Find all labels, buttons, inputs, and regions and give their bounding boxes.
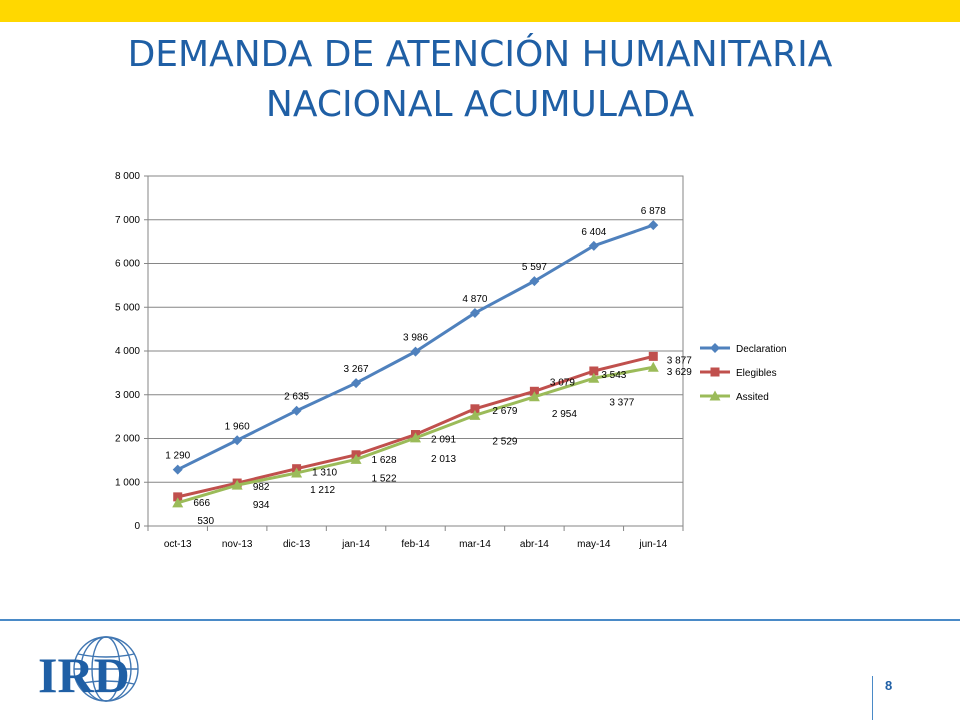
x-tick-label: jan-14 bbox=[341, 539, 370, 550]
chart-legend: Declaration Elegibles Assited bbox=[700, 343, 787, 403]
y-tick-label: 3 000 bbox=[115, 390, 140, 401]
data-label-assited: 934 bbox=[253, 500, 270, 511]
x-tick-label: dic-13 bbox=[283, 539, 311, 550]
top-accent-bar bbox=[0, 0, 960, 22]
data-label-assited: 3 629 bbox=[667, 367, 692, 378]
data-label-elegibles: 2 091 bbox=[431, 435, 456, 446]
data-point-assited bbox=[231, 479, 243, 490]
y-tick-label: 1 000 bbox=[115, 477, 140, 488]
data-label-declaration: 1 290 bbox=[165, 451, 190, 462]
data-label-elegibles: 982 bbox=[253, 482, 270, 493]
slide-title-line-1: DEMANDA DE ATENCIÓN HUMANITARIA bbox=[127, 34, 833, 75]
x-tick-label: feb-14 bbox=[401, 539, 430, 550]
ird-logo: IRD bbox=[38, 636, 139, 703]
chart-gridlines bbox=[147, 175, 684, 527]
data-point-assited bbox=[172, 497, 184, 508]
x-tick-label: mar-14 bbox=[459, 539, 491, 550]
data-label-declaration: 6 878 bbox=[641, 206, 666, 217]
page-number: 8 bbox=[885, 678, 893, 693]
data-point-elegibles bbox=[470, 404, 480, 414]
data-point-assited bbox=[291, 467, 303, 478]
logo-text: IRD bbox=[38, 647, 130, 703]
data-label-declaration: 6 404 bbox=[581, 227, 606, 238]
cumulative-demand-line-chart: 0 1 000 2 000 3 000 4 000 5 000 6 000 7 000 8 00… bbox=[115, 171, 787, 550]
y-tick-label: 0 bbox=[134, 521, 140, 532]
data-label-elegibles: 3 079 bbox=[550, 377, 575, 388]
y-tick-label: 5 000 bbox=[115, 302, 140, 313]
chart-data-labels: 1 290 1 960 2 635 3 267 3 986 4 870 5 597 6 404… bbox=[165, 206, 692, 527]
data-point-declaration bbox=[469, 307, 480, 318]
data-label-assited: 2 954 bbox=[552, 409, 577, 420]
legend-marker-elegibles bbox=[710, 367, 720, 377]
data-label-declaration: 3 267 bbox=[344, 364, 369, 375]
data-point-declaration bbox=[648, 220, 659, 231]
data-label-assited: 2 013 bbox=[431, 454, 456, 465]
data-label-assited: 3 377 bbox=[609, 397, 634, 408]
data-point-declaration bbox=[351, 378, 362, 389]
legend-marker-declaration bbox=[710, 343, 720, 353]
data-label-elegibles: 3 877 bbox=[667, 355, 692, 366]
data-label-elegibles: 666 bbox=[193, 498, 210, 509]
data-point-assited bbox=[647, 361, 659, 372]
x-tick-label: may-14 bbox=[577, 539, 611, 550]
y-tick-label: 4 000 bbox=[115, 346, 140, 357]
data-point-assited bbox=[588, 372, 600, 383]
x-tick-label: nov-13 bbox=[222, 539, 253, 550]
data-point-assited bbox=[410, 432, 421, 443]
data-point-assited bbox=[469, 409, 481, 420]
legend-marker-assited bbox=[709, 390, 721, 401]
data-point-elegibles bbox=[173, 492, 183, 502]
data-point-elegibles bbox=[648, 351, 658, 361]
data-point-declaration bbox=[529, 276, 540, 287]
data-label-declaration: 4 870 bbox=[462, 294, 487, 305]
data-label-assited: 1 212 bbox=[310, 485, 335, 496]
data-point-assited bbox=[528, 391, 540, 402]
data-point-assited bbox=[350, 453, 362, 464]
legend-label: Declaration bbox=[736, 344, 787, 355]
legend-label: Assited bbox=[736, 392, 769, 403]
data-point-declaration bbox=[291, 405, 302, 416]
data-label-assited: 1 522 bbox=[372, 473, 397, 484]
slide-title: DEMANDA DE ATENCIÓN HUMANITARIA NACIONAL… bbox=[40, 30, 920, 130]
slide-title-line-2: NACIONAL ACUMULADA bbox=[265, 84, 695, 125]
x-tick-label: abr-14 bbox=[520, 539, 549, 550]
chart-axes: 0 1 000 2 000 3 000 4 000 5 000 6 000 7 000 8 00… bbox=[115, 171, 684, 550]
data-label-declaration: 3 986 bbox=[403, 333, 428, 344]
data-point-declaration bbox=[410, 346, 421, 357]
data-label-declaration: 2 635 bbox=[284, 392, 309, 403]
footer-divider bbox=[0, 619, 960, 621]
y-tick-label: 2 000 bbox=[115, 434, 140, 445]
y-tick-label: 7 000 bbox=[115, 215, 140, 226]
data-label-declaration: 5 597 bbox=[522, 262, 547, 273]
data-label-elegibles: 1 628 bbox=[372, 455, 397, 466]
data-label-elegibles: 2 679 bbox=[492, 406, 517, 417]
legend-label: Elegibles bbox=[736, 368, 777, 379]
page-number-divider bbox=[872, 676, 873, 720]
data-label-assited: 2 529 bbox=[492, 436, 517, 447]
x-tick-label: jun-14 bbox=[638, 539, 667, 550]
data-label-elegibles: 3 543 bbox=[601, 370, 626, 381]
y-tick-label: 6 000 bbox=[115, 259, 140, 270]
data-label-elegibles: 1 310 bbox=[312, 468, 337, 479]
y-tick-label: 8 000 bbox=[115, 171, 140, 182]
data-point-declaration bbox=[172, 464, 183, 475]
x-tick-label: oct-13 bbox=[164, 539, 192, 550]
data-label-assited: 530 bbox=[197, 516, 214, 527]
data-label-declaration: 1 960 bbox=[225, 421, 250, 432]
data-point-declaration bbox=[588, 240, 599, 251]
data-point-declaration bbox=[232, 435, 243, 446]
chart-series bbox=[172, 220, 659, 508]
data-point-elegibles bbox=[589, 366, 599, 376]
